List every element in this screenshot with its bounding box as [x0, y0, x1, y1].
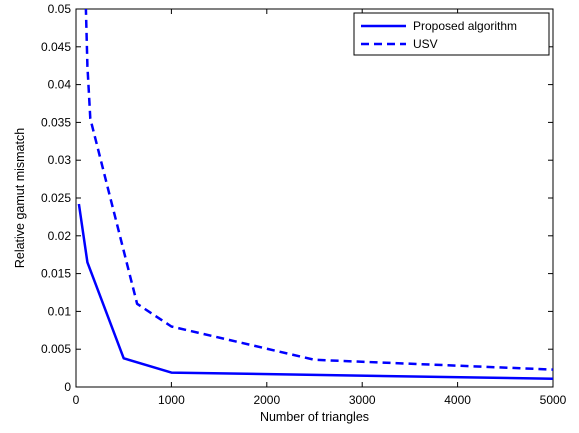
series-line-usv: [84, 9, 553, 371]
legend-box: [353, 12, 550, 56]
y-tick-label: 0.005: [41, 342, 71, 356]
y-tick-label: 0.02: [48, 229, 72, 243]
y-tick-label: 0.01: [48, 304, 72, 318]
x-tick-label: 5000: [540, 393, 567, 407]
legend-label-usv: USV: [413, 37, 438, 51]
x-tick-label: 4000: [444, 393, 471, 407]
plot-area: [75, 8, 554, 388]
legend: Proposed algorithm USV: [353, 12, 550, 56]
y-axis-label: Relative gamut mismatch: [13, 128, 27, 268]
y-tick-label: 0: [64, 380, 71, 394]
y-tick-label: 0.05: [48, 2, 72, 16]
x-axis-label: Number of triangles: [260, 410, 369, 424]
x-tick-label: 3000: [349, 393, 376, 407]
y-tick-label: 0.015: [41, 267, 71, 281]
series-layer: [77, 9, 553, 380]
series-line-proposed-algorithm: [77, 203, 553, 380]
y-tick-label: 0.04: [48, 78, 72, 92]
x-tick-label: 0: [73, 393, 80, 407]
ticks-layer: 0 1000 2000 3000 4000 5000 0 0.005 0.01 0.015 0.02…: [41, 2, 567, 407]
y-tick-label: 0.035: [41, 115, 71, 129]
y-tick-label: 0.03: [48, 153, 72, 167]
x-tick-label: 1000: [158, 393, 185, 407]
y-tick-label: 0.025: [41, 191, 71, 205]
y-tick-label: 0.045: [41, 40, 71, 54]
x-tick-label: 2000: [253, 393, 280, 407]
legend-label-proposed: Proposed algorithm: [413, 19, 517, 33]
